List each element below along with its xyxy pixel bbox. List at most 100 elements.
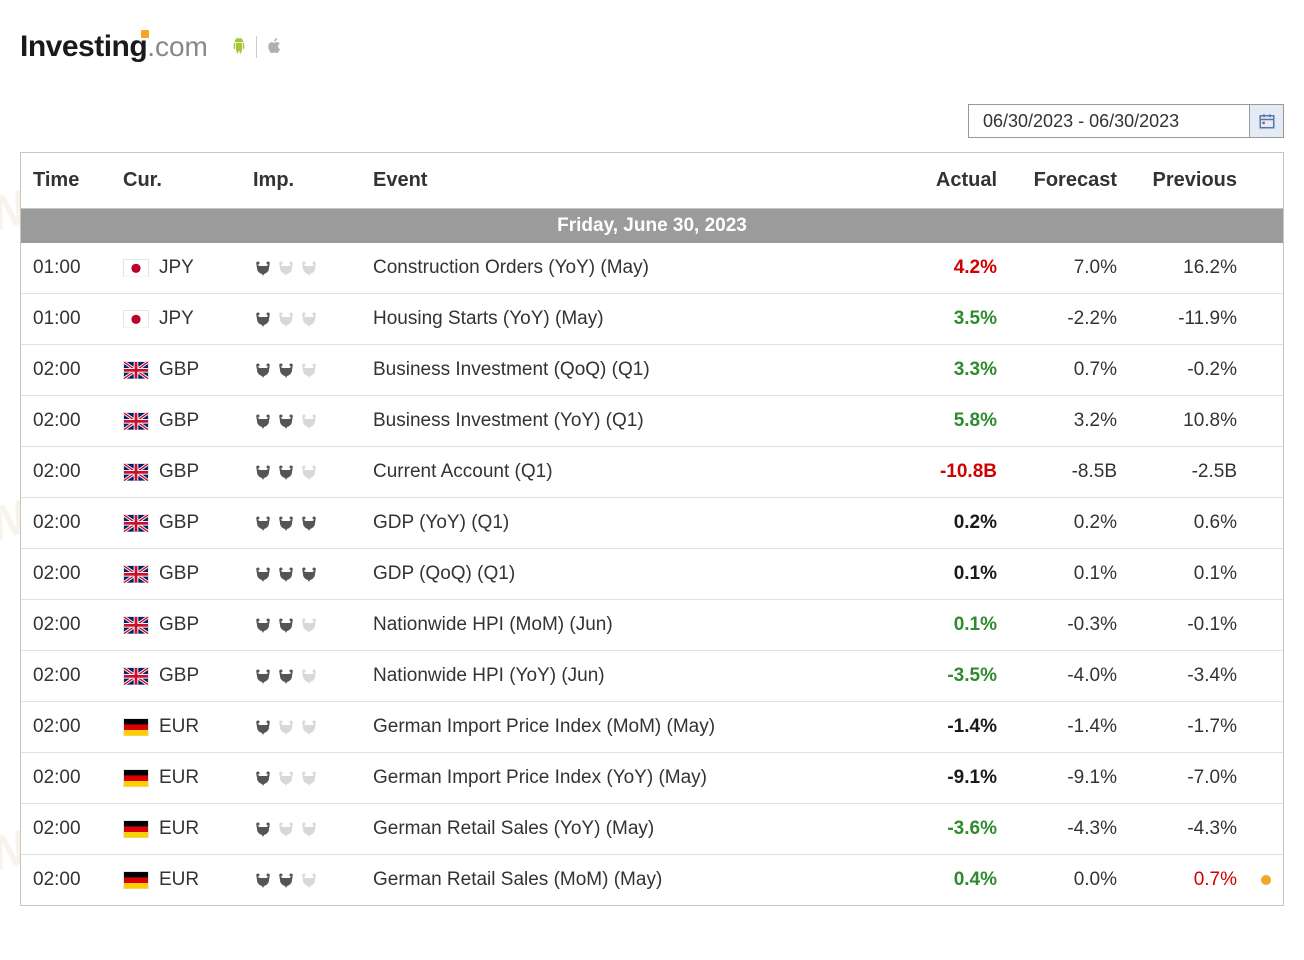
cell-event[interactable]: Business Investment (QoQ) (Q1) bbox=[361, 345, 899, 396]
cell-event[interactable]: German Retail Sales (YoY) (May) bbox=[361, 804, 899, 855]
table-row[interactable]: 02:00GBPBusiness Investment (YoY) (Q1)5.… bbox=[21, 396, 1283, 447]
bull-icon bbox=[276, 667, 296, 685]
cell-actual: 3.3% bbox=[899, 345, 1009, 396]
table-row[interactable]: 02:00EURGerman Retail Sales (YoY) (May)-… bbox=[21, 804, 1283, 855]
bull-icon bbox=[253, 463, 273, 481]
calendar-button[interactable] bbox=[1249, 105, 1283, 137]
flag-icon bbox=[123, 616, 149, 634]
bull-icon bbox=[276, 463, 296, 481]
cell-currency: JPY bbox=[111, 243, 241, 294]
cell-actual: -10.8B bbox=[899, 447, 1009, 498]
cell-time: 02:00 bbox=[21, 345, 111, 396]
table-row[interactable]: 02:00GBPCurrent Account (Q1)-10.8B-8.5B-… bbox=[21, 447, 1283, 498]
currency-code: GBP bbox=[159, 563, 199, 585]
col-previous[interactable]: Previous bbox=[1129, 153, 1249, 209]
android-icon[interactable] bbox=[230, 37, 248, 57]
cell-actual: 0.2% bbox=[899, 498, 1009, 549]
table-row[interactable]: 02:00 GBP Business Investment (QoQ) (Q1)3.… bbox=[21, 345, 1283, 396]
bull-icon bbox=[253, 667, 273, 685]
bull-icon bbox=[299, 259, 319, 277]
cell-indicator bbox=[1249, 243, 1283, 294]
divider-icon bbox=[256, 36, 257, 58]
cell-event[interactable]: Construction Orders (YoY) (May) bbox=[361, 243, 899, 294]
bull-icon bbox=[253, 412, 273, 430]
cell-event[interactable]: GDP (YoY) (Q1) bbox=[361, 498, 899, 549]
table-row[interactable]: 02:00GBPGDP (QoQ) (Q1)0.1%0.1%0.1% bbox=[21, 549, 1283, 600]
col-time[interactable]: Time bbox=[21, 153, 111, 209]
cell-indicator bbox=[1249, 294, 1283, 345]
cell-actual: -9.1% bbox=[899, 753, 1009, 804]
logo[interactable]: Investing .com bbox=[20, 30, 208, 64]
cell-previous: 0.7% bbox=[1129, 855, 1249, 906]
logo-accent-icon bbox=[141, 30, 149, 38]
cell-event[interactable]: German Import Price Index (YoY) (May) bbox=[361, 753, 899, 804]
cell-importance bbox=[241, 243, 361, 294]
platform-icons bbox=[230, 36, 283, 58]
bull-icon bbox=[299, 769, 319, 787]
cell-event[interactable]: Nationwide HPI (YoY) (Jun) bbox=[361, 651, 899, 702]
col-cur[interactable]: Cur. bbox=[111, 153, 241, 209]
flag-icon bbox=[123, 820, 149, 838]
currency-code: GBP bbox=[159, 614, 199, 636]
cell-event[interactable]: German Import Price Index (MoM) (May) bbox=[361, 702, 899, 753]
currency-code: GBP bbox=[159, 512, 199, 534]
bull-icon bbox=[253, 514, 273, 532]
cell-time: 02:00 bbox=[21, 753, 111, 804]
col-actual[interactable]: Actual bbox=[899, 153, 1009, 209]
cell-forecast: 3.2% bbox=[1009, 396, 1129, 447]
cell-event[interactable]: Nationwide HPI (MoM) (Jun) bbox=[361, 600, 899, 651]
bull-icon bbox=[253, 310, 273, 328]
cell-event[interactable]: Housing Starts (YoY) (May) bbox=[361, 294, 899, 345]
col-event[interactable]: Event bbox=[361, 153, 899, 209]
cell-time: 02:00 bbox=[21, 600, 111, 651]
table-row[interactable]: 01:00JPYConstruction Orders (YoY) (May)4… bbox=[21, 243, 1283, 294]
cell-forecast: -4.3% bbox=[1009, 804, 1129, 855]
date-bar bbox=[20, 104, 1284, 138]
cell-currency: GBP bbox=[111, 498, 241, 549]
table-row[interactable]: 02:00GBPNationwide HPI (YoY) (Jun)-3.5%-… bbox=[21, 651, 1283, 702]
date-range-input[interactable] bbox=[969, 105, 1249, 137]
cell-currency: EUR bbox=[111, 753, 241, 804]
bull-icon bbox=[299, 871, 319, 889]
cell-importance bbox=[241, 753, 361, 804]
flag-icon bbox=[123, 361, 149, 379]
cell-actual: 0.4% bbox=[899, 855, 1009, 906]
cell-indicator bbox=[1249, 804, 1283, 855]
bull-icon bbox=[253, 871, 273, 889]
cell-actual: 0.1% bbox=[899, 549, 1009, 600]
cell-actual: 4.2% bbox=[899, 243, 1009, 294]
cell-previous: -0.2% bbox=[1129, 345, 1249, 396]
cell-indicator bbox=[1249, 498, 1283, 549]
cell-previous: -4.3% bbox=[1129, 804, 1249, 855]
table-row[interactable]: 02:00GBPGDP (YoY) (Q1)0.2%0.2%0.6% bbox=[21, 498, 1283, 549]
cell-indicator bbox=[1249, 753, 1283, 804]
cell-forecast: 0.2% bbox=[1009, 498, 1129, 549]
table-row[interactable]: 02:00GBPNationwide HPI (MoM) (Jun)0.1%-0… bbox=[21, 600, 1283, 651]
col-forecast[interactable]: Forecast bbox=[1009, 153, 1129, 209]
logo-investing: Investing bbox=[20, 30, 147, 64]
cell-importance bbox=[241, 651, 361, 702]
table-row[interactable]: 02:00EURGerman Retail Sales (MoM) (May)0… bbox=[21, 855, 1283, 906]
cell-currency: GBP bbox=[111, 600, 241, 651]
cell-time: 02:00 bbox=[21, 549, 111, 600]
cell-event[interactable]: Current Account (Q1) bbox=[361, 447, 899, 498]
bull-icon bbox=[253, 565, 273, 583]
bull-icon bbox=[276, 565, 296, 583]
calendar-icon bbox=[1258, 112, 1276, 130]
apple-icon[interactable] bbox=[265, 37, 283, 57]
currency-code: GBP bbox=[159, 359, 199, 381]
cell-event[interactable]: GDP (QoQ) (Q1) bbox=[361, 549, 899, 600]
cell-event[interactable]: Business Investment (YoY) (Q1) bbox=[361, 396, 899, 447]
table-row[interactable]: 02:00EUR German Import Price Index (YoY) … bbox=[21, 753, 1283, 804]
cell-importance bbox=[241, 396, 361, 447]
bull-icon bbox=[253, 361, 273, 379]
cell-importance bbox=[241, 702, 361, 753]
col-imp[interactable]: Imp. bbox=[241, 153, 361, 209]
bull-icon bbox=[276, 769, 296, 787]
cell-time: 02:00 bbox=[21, 702, 111, 753]
table-row[interactable]: 02:00 EUR German Import Price Index (MoM) … bbox=[21, 702, 1283, 753]
table-row[interactable]: 01:00JPYHousing Starts (YoY) (May)3.5%-2… bbox=[21, 294, 1283, 345]
currency-code: GBP bbox=[159, 461, 199, 483]
currency-code: EUR bbox=[159, 716, 199, 738]
cell-event[interactable]: German Retail Sales (MoM) (May) bbox=[361, 855, 899, 906]
